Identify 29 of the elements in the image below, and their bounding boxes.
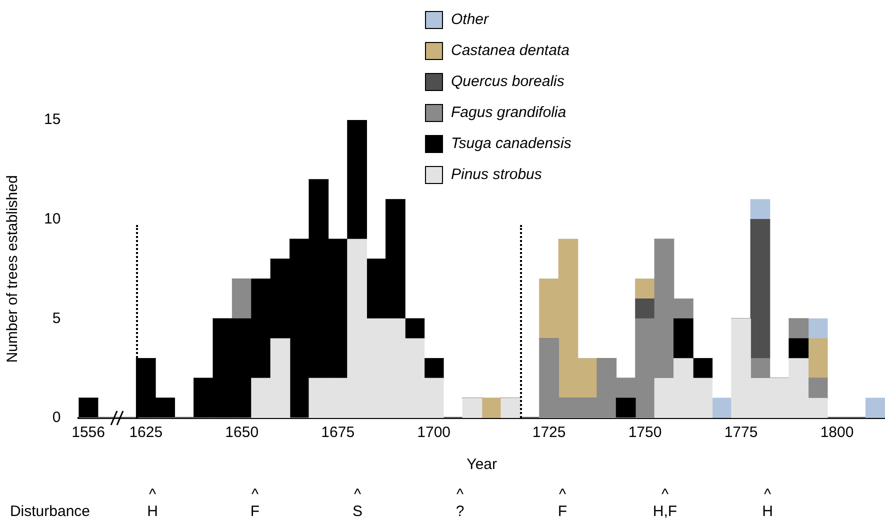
text: ^ H,F — [652, 486, 678, 520]
x-tick-label: 1556 — [72, 424, 105, 442]
x-tick-label: 1650 — [225, 424, 259, 442]
legend-label: Fagus grandifolia — [451, 104, 566, 121]
legend-label: Castanea dentata — [451, 42, 570, 59]
legend-label: Tsuga canadensis — [451, 135, 572, 152]
y-tick-label: 10 — [44, 210, 61, 228]
y-tick-label: 15 — [44, 111, 61, 128]
text: ^ ? — [456, 486, 464, 520]
text: ^ S — [352, 486, 363, 520]
y-tick-label: 0 — [52, 409, 61, 426]
x-tick-label: 1675 — [321, 424, 355, 442]
x-tick-label: 1750 — [628, 424, 662, 442]
x-tick-label: 1725 — [532, 424, 566, 442]
x-tick-label: 1775 — [724, 424, 758, 442]
y-tick-label: 5 — [52, 310, 61, 327]
text: ^ H — [147, 486, 158, 520]
legend-label: Other — [451, 11, 489, 28]
y-axis-title: Number of trees established — [4, 175, 22, 363]
text: ^ F — [558, 486, 568, 520]
legend-label: Pinus strobus — [451, 166, 542, 183]
text: ^ F — [250, 486, 260, 520]
x-tick-label: 1700 — [417, 424, 451, 442]
x-tick-label: 1625 — [129, 424, 163, 442]
text: Disturbance — [10, 503, 90, 520]
legend-label: Quercus borealis — [451, 73, 564, 90]
text: ^ H — [762, 486, 773, 520]
x-tick-label: 1800 — [820, 424, 854, 442]
x-axis-title: Year — [466, 456, 497, 474]
